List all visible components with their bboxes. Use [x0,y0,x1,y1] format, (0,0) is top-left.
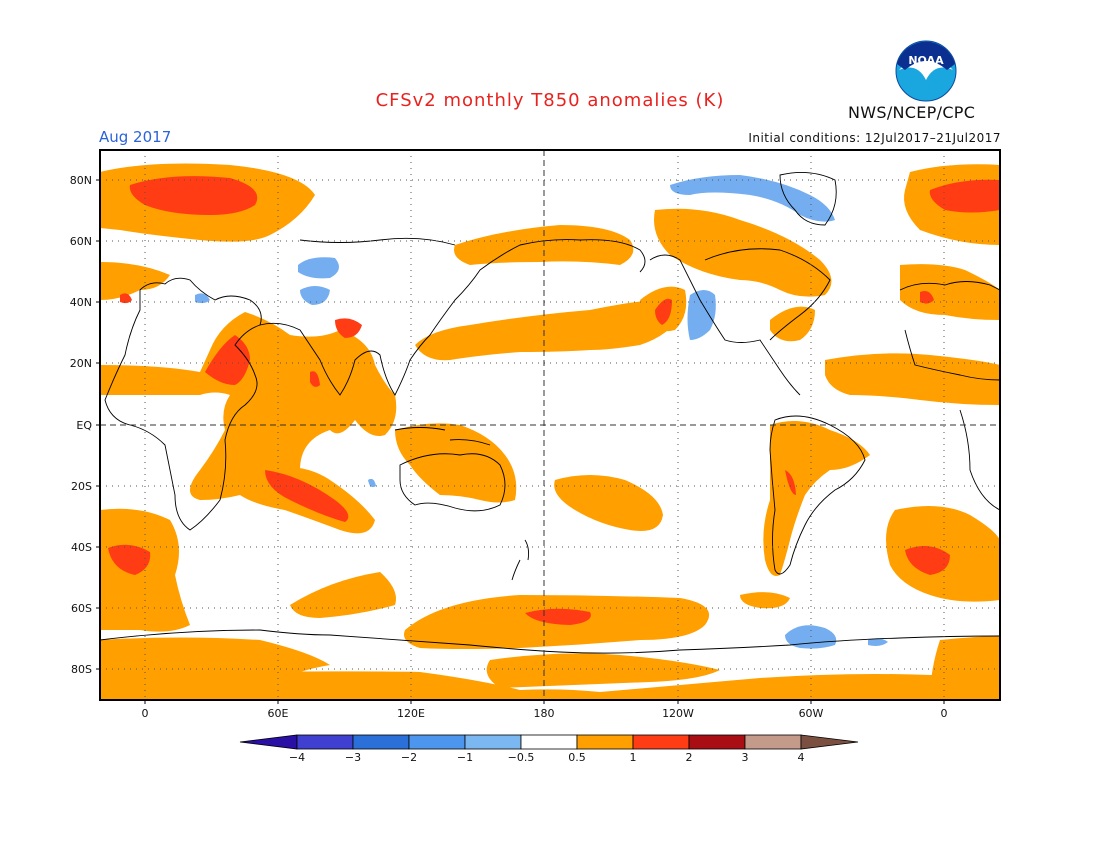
equator-dateline [100,150,1000,700]
lat-label: 40N [70,296,92,309]
legend-label: 2 [686,751,693,764]
legend-swatch [744,734,802,750]
legend-swatch [464,734,522,750]
legend-swatches [239,734,859,750]
lon-label: 0 [941,707,948,720]
valid-month: Aug 2017 [99,128,172,146]
lon-label: 60W [799,707,824,720]
lon-label: 0 [142,707,149,720]
legend-label: 1 [630,751,637,764]
legend-label: 4 [798,751,805,764]
legend-label: 0.5 [568,751,586,764]
lat-label: 40S [71,541,92,554]
lon-label: 120E [397,707,425,720]
chart-title: CFSv2 monthly T850 anomalies (K) [375,90,725,111]
noaa-logo: NOAA [895,40,957,102]
anomaly-shading [100,163,1000,700]
lat-label: 20N [70,357,92,370]
longitude-labels: 0 60E 120E 180 120W 60W 0 [142,707,948,720]
legend-swatch [800,734,859,750]
lat-label: 60N [70,235,92,248]
legend-label: −4 [289,751,305,764]
lat-label: 60S [71,602,92,615]
legend-swatch [576,734,634,750]
legend-labels: −4 −3 −2 −1 −0.5 0.5 1 2 3 4 [289,751,805,764]
legend-swatch [632,734,690,750]
legend-swatch [239,734,298,750]
logo-text: NOAA [908,54,944,67]
legend-swatch [688,734,746,750]
organization-label: NWS/NCEP/CPC [848,103,976,122]
legend-swatch [408,734,466,750]
strong-warm-anomaly-regions [108,176,1000,625]
initial-conditions: Initial conditions: 12Jul2017–21Jul2017 [748,131,1001,145]
coastlines [100,171,1000,654]
axis-ticks [96,179,945,704]
legend-swatch [352,734,410,750]
legend-swatch [296,734,354,750]
lon-label: 60E [268,707,289,720]
lon-label: 180 [534,707,555,720]
legend-swatch [520,734,578,750]
lat-label: 80N [70,174,92,187]
legend-label: −0.5 [508,751,535,764]
graticule [100,150,1000,700]
legend-label: −3 [345,751,361,764]
legend-label: −1 [457,751,473,764]
latitude-labels: 80N 60N 40N 20N EQ 20S 40S 60S 80S [70,174,93,676]
legend-label: 3 [742,751,749,764]
lon-label: 120W [662,707,694,720]
lat-label: 20S [71,480,92,493]
anomaly-map: 80N 60N 40N 20N EQ 20S 40S 60S 80S 0 60E… [70,149,1001,720]
lat-label: EQ [76,419,92,432]
lat-label: 80S [71,663,92,676]
legend-label: −2 [401,751,417,764]
